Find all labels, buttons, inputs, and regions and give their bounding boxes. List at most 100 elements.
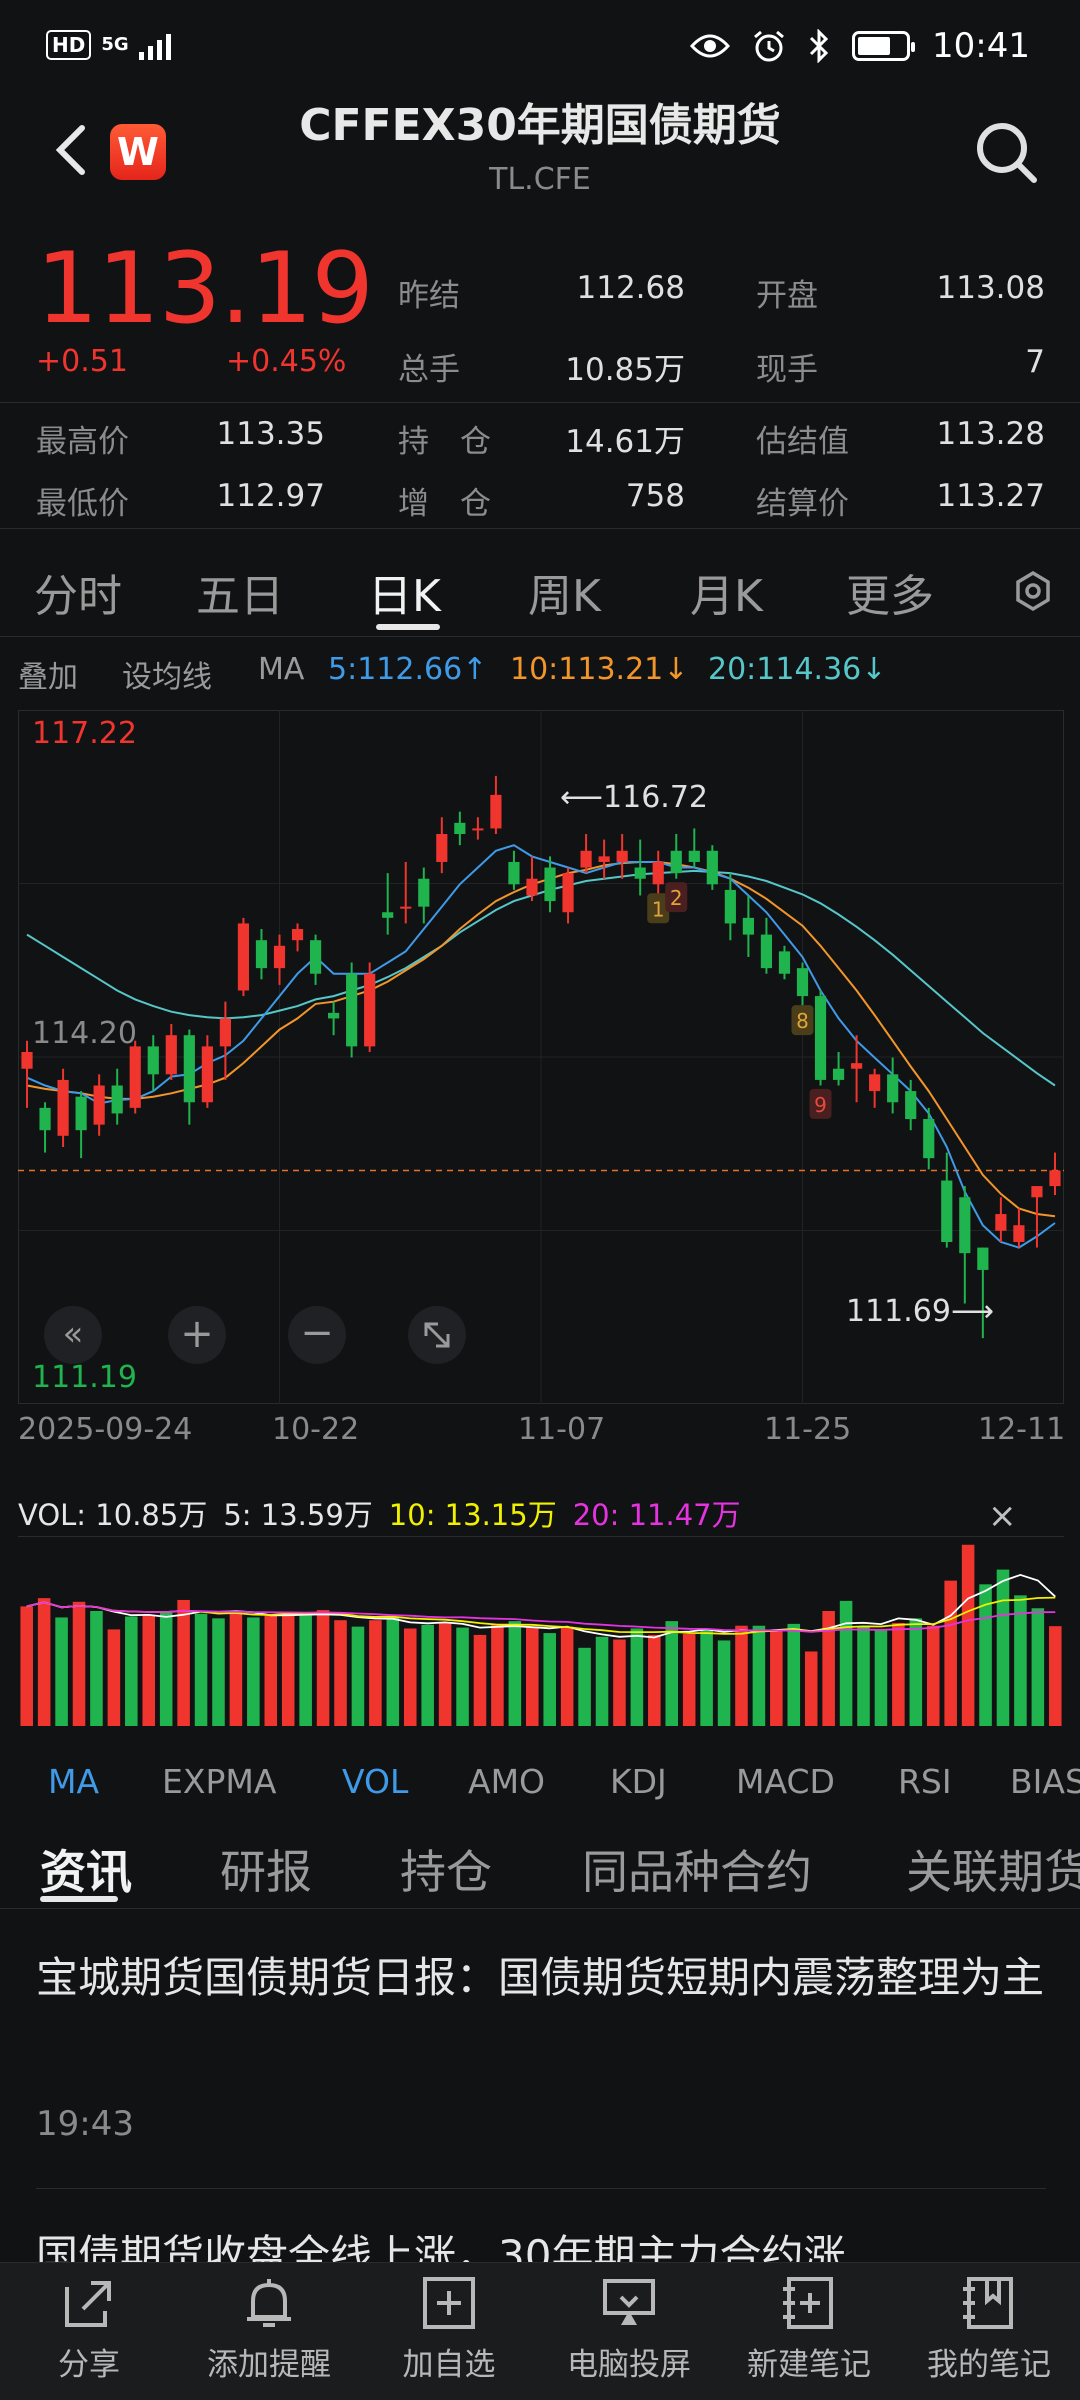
instrument-code: TL.CFE: [489, 162, 591, 197]
vol-bar-22: [403, 1628, 417, 1726]
tab-weekly-k[interactable]: 周K: [528, 571, 601, 622]
tab-related-futures[interactable]: 关联期货: [906, 1845, 1080, 1899]
candle-body-20: [382, 912, 394, 918]
tab-more[interactable]: 更多: [846, 571, 934, 622]
vol-bar-45: [804, 1651, 818, 1726]
candle-50: [923, 1107, 935, 1170]
set-ma-button[interactable]: 设均线: [122, 660, 212, 695]
vol-bar-50: [892, 1622, 905, 1726]
ind-macd[interactable]: MACD: [736, 1762, 835, 1801]
vol-bar-49: [874, 1630, 888, 1726]
tab-research[interactable]: 研报: [220, 1845, 312, 1899]
candle-33: [616, 834, 628, 879]
candle-body-10: [201, 1046, 213, 1103]
candle-body-49: [905, 1091, 917, 1120]
vol-bar-54: [961, 1544, 975, 1726]
candle-body-27: [508, 861, 520, 885]
candle-26: [490, 775, 502, 835]
close-volume-icon[interactable]: ×: [988, 1496, 1017, 1536]
share-button[interactable]: 分享: [4, 2273, 174, 2384]
vol-ma5: 5: 13.59万: [223, 1498, 373, 1532]
tab-intraday[interactable]: 分时: [34, 571, 122, 622]
monitor-icon: [603, 2279, 655, 2325]
candle-4: [93, 1074, 105, 1136]
ind-amo[interactable]: AMO: [468, 1762, 546, 1801]
candle-body-54: [995, 1214, 1007, 1231]
news-item-title[interactable]: 宝城期货国债期货日报：国债期货短期内震荡整理为主: [36, 1953, 1045, 2002]
tab-positions[interactable]: 持仓: [400, 1845, 492, 1899]
candle-body-55: [1013, 1225, 1025, 1242]
news-item-time: 19:43: [36, 2104, 134, 2144]
ma10-line: [26, 861, 1056, 1218]
candle-40: [742, 895, 754, 957]
candle-body-8: [165, 1035, 177, 1075]
active-tab-underline: [376, 624, 440, 630]
search-icon[interactable]: [972, 118, 1040, 186]
tab-same-contracts[interactable]: 同品种合约: [582, 1845, 812, 1899]
tab-daily-k[interactable]: 日K: [368, 571, 441, 622]
back-icon[interactable]: [48, 122, 94, 178]
ma-label: MA: [258, 652, 305, 687]
new-note-label: 新建笔记: [747, 2347, 871, 2383]
candle-39: [724, 873, 736, 941]
vol-ma20-line: [26, 1601, 1056, 1633]
new-note-button[interactable]: 新建笔记: [724, 2273, 894, 2384]
oi-chg-value: 758: [625, 478, 685, 514]
ind-rsi[interactable]: RSI: [898, 1762, 952, 1801]
top-bar: W CFFEX30年期国债期货 TL.CFE: [0, 96, 1080, 206]
candle-16: [309, 934, 322, 985]
vol-bar-26: [473, 1634, 487, 1726]
ma20-value: 20:114.36↓: [708, 652, 887, 687]
hd-badge: HD: [46, 30, 92, 60]
tab-monthly-k[interactable]: 月K: [690, 571, 763, 622]
vol-bar-48: [857, 1626, 870, 1726]
zoom-in-button[interactable]: +: [168, 1306, 226, 1364]
overlay-button[interactable]: 叠加: [18, 660, 78, 695]
vol-bar-1: [37, 1598, 51, 1726]
candlestick-svg: 1 2 8 9: [18, 710, 1064, 1404]
ind-vol[interactable]: VOL: [342, 1762, 409, 1801]
settings-icon[interactable]: [1012, 570, 1054, 612]
zoom-out-button[interactable]: −: [288, 1306, 346, 1364]
candle-44: [814, 990, 827, 1086]
fullscreen-button[interactable]: [408, 1306, 466, 1364]
candle-34: [634, 839, 646, 896]
tab-five-day[interactable]: 五日: [196, 571, 284, 622]
candle-3: [75, 1091, 87, 1159]
vol-bar-25: [456, 1627, 469, 1726]
candle-19: [364, 962, 376, 1052]
vol-bar-21: [386, 1616, 400, 1726]
vol-bar-47: [839, 1600, 853, 1726]
candle-body-28: [526, 878, 538, 896]
candle-21: [400, 861, 412, 924]
candle-body-11: [219, 1018, 231, 1047]
price-change-pct: +0.45%: [226, 344, 347, 379]
ind-kdj[interactable]: KDJ: [610, 1762, 667, 1801]
oi-label: 持 仓: [398, 424, 491, 460]
est-settle-label: 估结值: [756, 424, 849, 460]
vol-bar-9: [177, 1599, 190, 1726]
news-tabs: 资讯 研报 持仓 同品种合约 关联期货: [0, 1830, 1080, 1910]
add-watchlist-button[interactable]: 加自选: [364, 2273, 534, 2384]
vol-bar-35: [630, 1628, 644, 1726]
add-alert-button[interactable]: 添加提醒: [184, 2273, 354, 2384]
ind-expma[interactable]: EXPMA: [162, 1762, 277, 1801]
td-mark-2: 8: [796, 1009, 809, 1033]
candle-body-24: [454, 822, 466, 835]
vol-bar-51: [909, 1618, 923, 1726]
candle-48: [887, 1057, 899, 1114]
candle-2: [57, 1068, 69, 1147]
tab-news[interactable]: 资讯: [40, 1845, 132, 1899]
ma5-line: [26, 844, 1056, 1249]
ind-ma[interactable]: MA: [48, 1762, 100, 1801]
ma20-line: [26, 869, 1056, 1087]
candle-49: [905, 1079, 917, 1131]
scroll-left-button[interactable]: «: [44, 1306, 102, 1364]
screen-cast-button[interactable]: 电脑投屏: [544, 2273, 714, 2384]
add-alert-label: 添加提醒: [207, 2347, 331, 2383]
news-item-title-2[interactable]: 国债期货收盘全线上涨，30年期主力合约涨: [36, 2231, 846, 2264]
my-notes-button[interactable]: 我的笔记: [904, 2273, 1074, 2384]
ind-bias[interactable]: BIAS: [1010, 1762, 1080, 1801]
vol-bar-23: [421, 1624, 434, 1726]
